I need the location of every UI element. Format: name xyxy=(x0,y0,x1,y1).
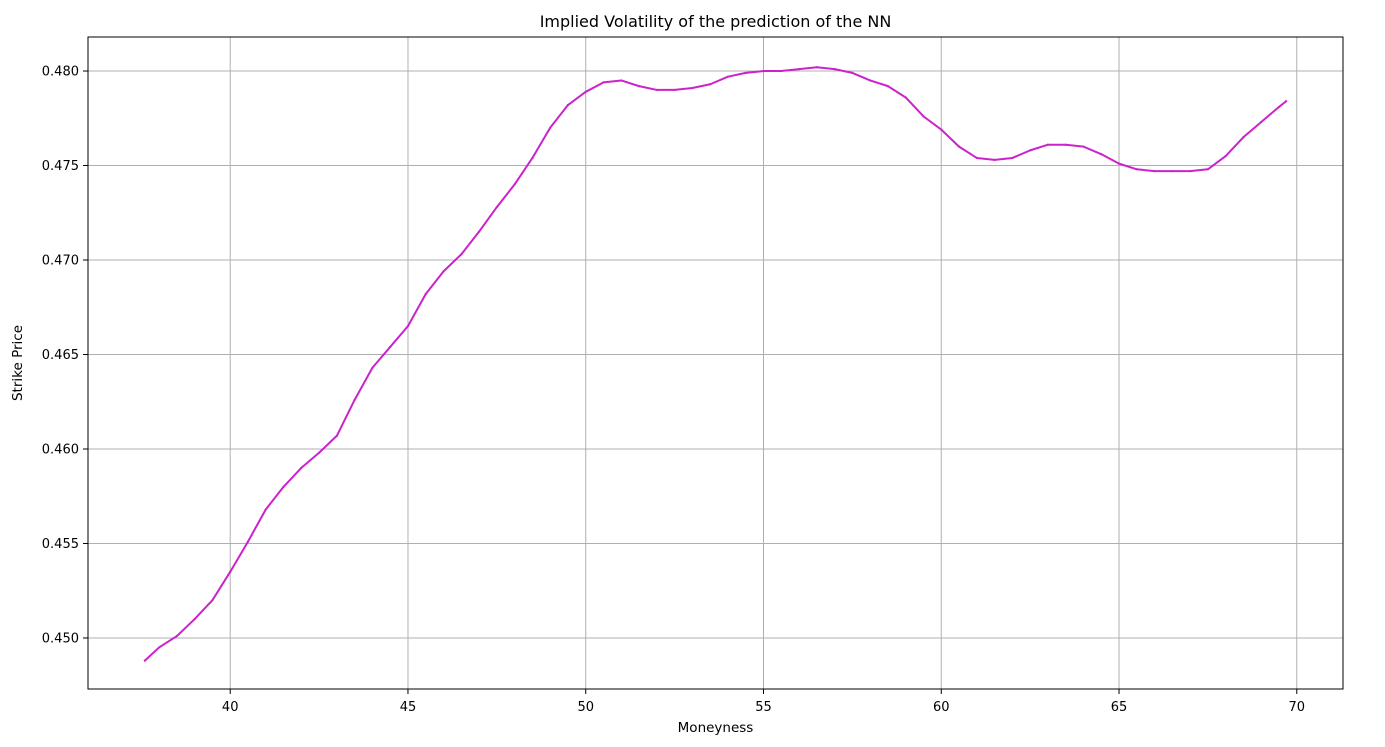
data-point xyxy=(780,69,783,73)
data-point xyxy=(495,205,498,209)
x-tick-label: 55 xyxy=(755,700,772,715)
data-point xyxy=(566,103,570,107)
data-point xyxy=(869,79,872,82)
data-point xyxy=(317,451,321,454)
data-point xyxy=(886,85,890,88)
data-point xyxy=(477,230,481,233)
data-point xyxy=(744,71,747,75)
data-point xyxy=(442,270,445,273)
data-point xyxy=(1285,100,1288,103)
data-point xyxy=(1242,136,1245,139)
y-tick-label: 0.480 xyxy=(42,65,79,80)
data-point xyxy=(993,158,996,161)
data-point xyxy=(1224,154,1227,158)
data-point xyxy=(246,540,250,543)
data-point xyxy=(1117,162,1121,165)
data-point xyxy=(762,69,765,73)
y-tick-label: 0.450 xyxy=(42,631,79,646)
y-axis-label: Strike Price xyxy=(10,325,26,401)
data-point xyxy=(1260,120,1263,124)
data-point xyxy=(1082,145,1085,148)
x-axis-label: Moneyness xyxy=(678,720,754,736)
data-point xyxy=(460,253,463,256)
data-point xyxy=(833,68,836,71)
y-tick-label: 0.475 xyxy=(42,159,79,174)
data-point xyxy=(1064,143,1067,146)
data-point xyxy=(1029,149,1032,152)
data-point xyxy=(815,66,818,69)
data-point xyxy=(389,345,392,349)
series-layer xyxy=(143,66,1288,662)
data-point xyxy=(637,85,641,88)
x-tick-label: 40 xyxy=(222,700,239,715)
y-tick-label: 0.460 xyxy=(42,442,79,457)
data-point xyxy=(211,599,214,602)
data-point xyxy=(264,508,267,511)
y-tick-label: 0.455 xyxy=(42,537,79,552)
data-point xyxy=(1189,170,1192,173)
data-point xyxy=(797,68,801,71)
grid xyxy=(88,37,1343,689)
data-point xyxy=(353,398,356,401)
ticks: 40 45 50 55 60 65 70 0.450 0.455 0.460 0.465 0.470 0… xyxy=(42,65,1305,715)
data-point xyxy=(424,292,427,296)
data-point xyxy=(1171,170,1174,173)
data-point xyxy=(335,434,338,437)
data-point xyxy=(513,183,516,186)
data-point xyxy=(1011,156,1014,160)
data-point xyxy=(406,325,410,328)
data-point xyxy=(957,145,961,148)
data-point xyxy=(1153,170,1156,173)
y-tick-label: 0.470 xyxy=(42,254,79,269)
data-point xyxy=(1206,168,1210,171)
data-point xyxy=(143,659,146,662)
data-point xyxy=(940,128,943,131)
data-point xyxy=(691,86,694,90)
data-point xyxy=(584,90,587,93)
x-tick-label: 45 xyxy=(400,700,417,715)
chart-title: Implied Volatility of the prediction of … xyxy=(540,12,892,31)
x-tick-label: 60 xyxy=(933,700,950,715)
y-tick-label: 0.465 xyxy=(42,348,79,363)
data-point xyxy=(549,126,552,129)
data-point xyxy=(371,366,374,369)
data-point xyxy=(922,115,925,118)
data-point xyxy=(620,79,623,82)
data-point xyxy=(1046,143,1050,146)
data-point xyxy=(229,570,232,573)
data-point xyxy=(1100,153,1103,156)
data-point xyxy=(158,646,161,649)
data-point xyxy=(655,88,658,92)
data-point xyxy=(1277,105,1281,109)
x-tick-label: 65 xyxy=(1111,700,1128,715)
series-line xyxy=(143,66,1288,662)
data-point xyxy=(851,71,854,75)
data-point xyxy=(1135,168,1138,171)
data-point xyxy=(300,466,303,469)
x-tick-label: 50 xyxy=(577,700,594,715)
data-point xyxy=(904,96,907,99)
data-point xyxy=(175,634,178,638)
data-point xyxy=(531,156,534,160)
data-point xyxy=(975,156,978,160)
data-point xyxy=(602,81,605,84)
data-point xyxy=(709,83,712,86)
data-point xyxy=(193,617,196,621)
plot-area xyxy=(87,36,1344,690)
data-point xyxy=(282,485,285,488)
data-point xyxy=(726,75,730,78)
data-point xyxy=(673,88,676,92)
x-tick-label: 70 xyxy=(1289,700,1306,715)
